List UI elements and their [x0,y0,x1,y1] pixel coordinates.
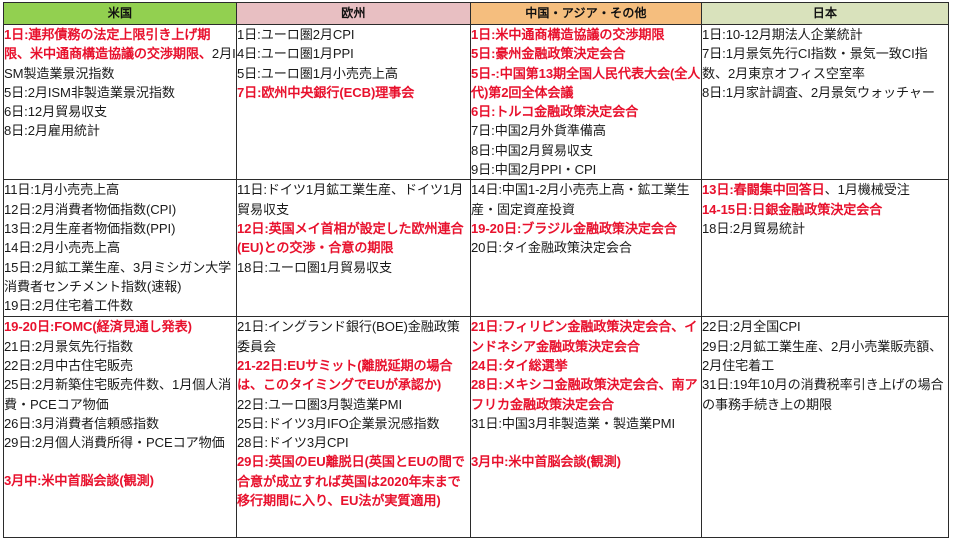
calendar-event-item: 11日:1月小売売上高 [4,182,120,198]
calendar-event-item: 5日:ユーロ圏1月小売売上高 [237,65,398,81]
calendar-event-item: 4日:ユーロ圏1月PPI [237,46,354,62]
column-header-eu: 欧州 [236,2,471,25]
calendar-event-item: 21-22日:EUサミット(離脱延期の場合は、このタイミングでEUが承認か) [237,357,453,393]
calendar-event-item: 22日:2月中古住宅販売 [4,357,134,373]
cell-asia-early: 1日:米中通商構造協議の交渉期限 5日:豪州金融政策決定会合 5日-:中国第13期全… [470,23,702,181]
cell-eu-early: 1日:ユーロ圏2月CPI 4日:ユーロ圏1月PPI 5日:ユーロ圏1月小売売上高 7日… [236,23,471,181]
calendar-event-item: 13日:春闘集中回答日、1月機械受注 [702,180,948,199]
economic-calendar-table: 米国 欧州 中国・アジア・その他 日本 1日:連邦債務の法定上限引き上げ期限、米… [3,2,949,539]
calendar-event-item: 28日:ドイツ3月CPI [237,435,349,451]
calendar-event-item: 22日:2月全国CPI [702,319,801,335]
calendar-event-item: 21日:イングランド銀行(BOE)金融政策委員会 [237,319,460,354]
column-header-japan: 日本 [701,2,949,25]
calendar-event-item: 29日:英国のEU離脱日(英国とEUの間で合意が成立すれば英国は2020年末まで… [237,454,465,509]
cell-asia-mid: 14日:中国1-2月小売売上高・鉱工業生産・固定資産投資 19-20日:ブラジル金… [470,179,702,318]
cell-japan-late: 22日:2月全国CPI 29日:2月鉱工業生産、2月小売業販売額、2月住宅着工 31… [701,316,949,539]
calendar-header-row: 米国 欧州 中国・アジア・その他 日本 [3,2,949,25]
calendar-row-late-march: 19-20日:FOMC(経済見通し発表) 21日:2月景気先行指数 22日:2月中古… [3,316,949,539]
calendar-event-item: 31日:19年10月の消費税率引き上げの場合の事務手続き上の期限 [702,377,944,412]
cell-japan-mid: 13日:春闘集中回答日、1月機械受注 14-15日:日銀金融政策決定会合 18日:2… [701,179,949,318]
event-list: 22日:2月全国CPI 29日:2月鉱工業生産、2月小売業販売額、2月住宅着工 31… [702,317,948,413]
event-list: 21日:フィリピン金融政策決定会合、インドネシア金融政策決定会合 24日:タイ総選… [471,317,701,471]
calendar-event-item: 1日:10-12月期法人企業統計 [702,27,863,42]
event-list: 11日:ドイツ1月鉱工業生産、ドイツ1月貿易収支 12日:英国メイ首相が設定した欧… [237,180,470,276]
calendar-event-item [4,452,236,471]
event-list: 13日:春闘集中回答日、1月機械受注 14-15日:日銀金融政策決定会合 18日:2… [702,180,948,238]
calendar-event-item: 29日:2月鉱工業生産、2月小売業販売額、2月住宅着工 [702,338,943,373]
calendar-event-item: 25日:ドイツ3月IFO企業景況感指数 [237,415,440,431]
event-list: 1日:連邦債務の法定上限引き上げ期限、米中通商構造協議の交渉期限、2月ISM製造… [4,25,236,141]
calendar-event-item: 22日:ユーロ圏3月製造業PMI [237,396,403,412]
calendar-event-item: 3月中:米中首脳会談(観測) [4,473,154,489]
calendar-event-item: 1日:連邦債務の法定上限引き上げ期限、米中通商構造協議の交渉期限、2月ISM製造… [4,25,236,83]
calendar-row-mid-march: 11日:1月小売売上高 12日:2月消費者物価指数(CPI) 13日:2月生産者物価… [3,179,949,318]
calendar-event-item: 9日:中国2月PPI・CPI [471,162,597,178]
calendar-event-item: 15日:2月鉱工業生産、3月ミシガン大学消費者センチメント指数(速報) [4,259,232,294]
calendar-event-item: 13日:2月生産者物価指数(PPI) [4,220,176,236]
calendar-event-item: 14日:2月小売売上高 [4,240,121,256]
cell-us-late: 19-20日:FOMC(経済見通し発表) 21日:2月景気先行指数 22日:2月中古… [3,316,237,539]
calendar-event-item: 8日:中国2月貿易収支 [471,142,593,158]
calendar-event-item: 18日:2月貿易統計 [702,220,806,236]
calendar-event-item: 8日:1月家計調査、2月景気ウォッチャー [702,84,935,100]
calendar-event-item: 19-20日:FOMC(経済見通し発表) [4,319,192,335]
calendar-event-item: 18日:ユーロ圏1月貿易収支 [237,259,393,275]
cell-asia-late: 21日:フィリピン金融政策決定会合、インドネシア金融政策決定会合 24日:タイ総選… [470,316,702,539]
column-header-asia: 中国・アジア・その他 [470,2,702,25]
calendar-event-item: 5日:2月ISM非製造業景況指数 [4,84,175,100]
event-list: 11日:1月小売売上高 12日:2月消費者物価指数(CPI) 13日:2月生産者物価… [4,180,236,315]
event-highlight-text: 1日:連邦債務の法定上限引き上げ期限、米中通商構造協議の交渉期限、 [4,27,212,62]
calendar-event-item: 12日:英国メイ首相が設定した欧州連合(EU)との交渉・合意の期限 [237,220,464,256]
calendar-event-item: 19-20日:ブラジル金融政策決定会合 [471,220,677,236]
calendar-event-item: 5日:豪州金融政策決定会合 [471,46,626,62]
event-list: 1日:10-12月期法人企業統計 7日:1月景気先行CI指数・景気一致CI指数、2… [702,25,948,102]
column-header-us: 米国 [3,2,237,25]
event-highlight-text: 13日:春闘集中回答日 [702,182,825,198]
calendar-event-item: 6日:トルコ金融政策決定会合 [471,104,639,120]
calendar-event-item: 25日:2月新築住宅販売件数、1月個人消費・PCEコア物価 [4,377,232,412]
calendar-event-item: 11日:ドイツ1月鉱工業生産、ドイツ1月貿易収支 [237,182,464,217]
calendar-event-item: 20日:タイ金融政策決定会合 [471,240,632,256]
calendar-event-item: 6日:12月貿易収支 [4,104,108,120]
calendar-event-item: 21日:2月景気先行指数 [4,338,134,354]
calendar-body: 1日:連邦債務の法定上限引き上げ期限、米中通商構造協議の交渉期限、2月ISM製造… [3,23,949,539]
calendar-event-item: 7日:1月景気先行CI指数・景気一致CI指数、2月東京オフィス空室率 [702,46,928,81]
calendar-event-item: 7日:欧州中央銀行(ECB)理事会 [237,84,415,100]
cell-eu-mid: 11日:ドイツ1月鉱工業生産、ドイツ1月貿易収支 12日:英国メイ首相が設定した欧… [236,179,471,318]
event-normal-text: 、1月機械受注 [824,182,910,198]
calendar-event-item: 8日:2月雇用統計 [4,123,100,139]
calendar-event-item: 29日:2月個人消費所得・PCEコア物価 [4,435,225,451]
calendar-event-item: 3月中:米中首脳会談(観測) [471,454,621,470]
calendar-event-item [471,433,701,452]
calendar-event-item: 21日:フィリピン金融政策決定会合、インドネシア金融政策決定会合 [471,319,698,354]
event-list: 21日:イングランド銀行(BOE)金融政策委員会 21-22日:EUサミット(離脱… [237,317,470,510]
cell-us-early: 1日:連邦債務の法定上限引き上げ期限、米中通商構造協議の交渉期限、2月ISM製造… [3,23,237,181]
calendar-event-item: 14-15日:日銀金融政策決定会合 [702,201,883,217]
cell-japan-early: 1日:10-12月期法人企業統計 7日:1月景気先行CI指数・景気一致CI指数、2… [701,23,949,181]
calendar-event-item: 1日:ユーロ圏2月CPI [237,27,355,42]
calendar-event-item: 31日:中国3月非製造業・製造業PMI [471,415,675,431]
calendar-event-item: 24日:タイ総選挙 [471,357,568,373]
event-list: 14日:中国1-2月小売売上高・鉱工業生産・固定資産投資 19-20日:ブラジル金… [471,180,701,257]
cell-us-mid: 11日:1月小売売上高 12日:2月消費者物価指数(CPI) 13日:2月生産者物価… [3,179,237,318]
event-list: 1日:ユーロ圏2月CPI 4日:ユーロ圏1月PPI 5日:ユーロ圏1月小売売上高 7日… [237,25,470,102]
calendar-event-item: 14日:中国1-2月小売売上高・鉱工業生産・固定資産投資 [471,182,690,217]
calendar-event-item: 5日-:中国第13期全国人民代表大会(全人代)第2回全体会議 [471,65,701,100]
calendar-row-early-march: 1日:連邦債務の法定上限引き上げ期限、米中通商構造協議の交渉期限、2月ISM製造… [3,23,949,181]
event-list: 19-20日:FOMC(経済見通し発表) 21日:2月景気先行指数 22日:2月中古… [4,317,236,490]
calendar-event-item: 19日:2月住宅着工件数 [4,298,134,314]
event-normal-text: 2月ISM製造業景況指数 [4,46,236,81]
calendar-event-item: 12日:2月消費者物価指数(CPI) [4,201,177,217]
calendar-event-item: 28日:メキシコ金融政策決定会合、南アフリカ金融政策決定会合 [471,377,698,412]
calendar-event-item: 7日:中国2月外貨準備高 [471,123,606,139]
calendar-event-item: 26日:3月消費者信頼感指数 [4,415,160,431]
cell-eu-late: 21日:イングランド銀行(BOE)金融政策委員会 21-22日:EUサミット(離脱… [236,316,471,539]
calendar-event-item: 1日:米中通商構造協議の交渉期限 [471,27,665,42]
event-list: 1日:米中通商構造協議の交渉期限 5日:豪州金融政策決定会合 5日-:中国第13期全… [471,25,701,179]
